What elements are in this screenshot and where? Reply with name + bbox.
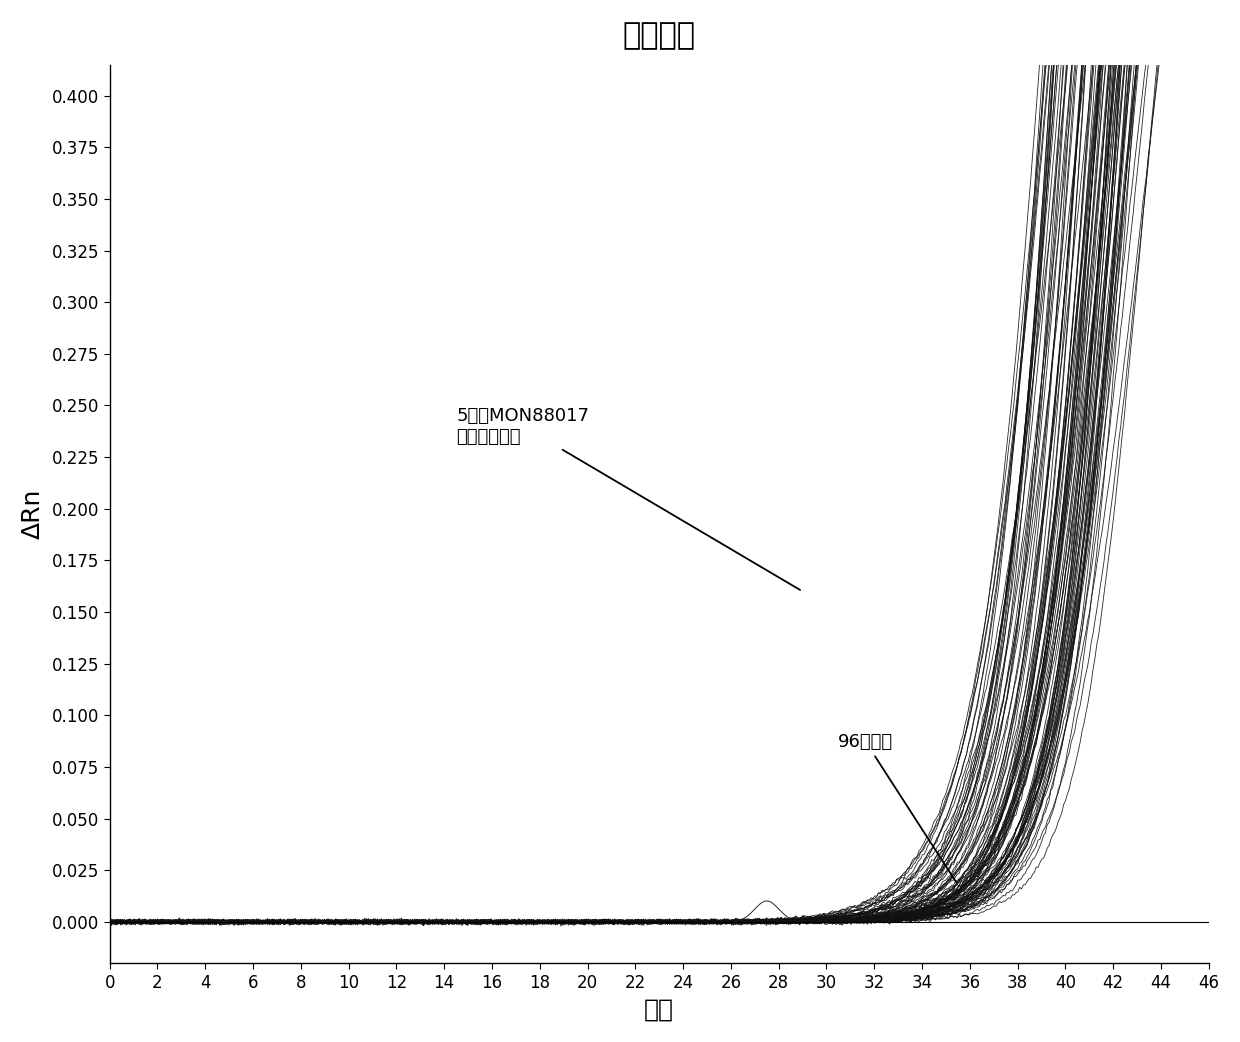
Text: 5拷贝MON88017
构建特异片段: 5拷贝MON88017 构建特异片段 [456,406,800,590]
Y-axis label: ΔRn: ΔRn [21,489,45,539]
Text: 96次重复: 96次重复 [838,734,956,883]
Title: 扩增图谱: 扩增图谱 [622,21,696,50]
X-axis label: 周期: 周期 [645,997,675,1021]
